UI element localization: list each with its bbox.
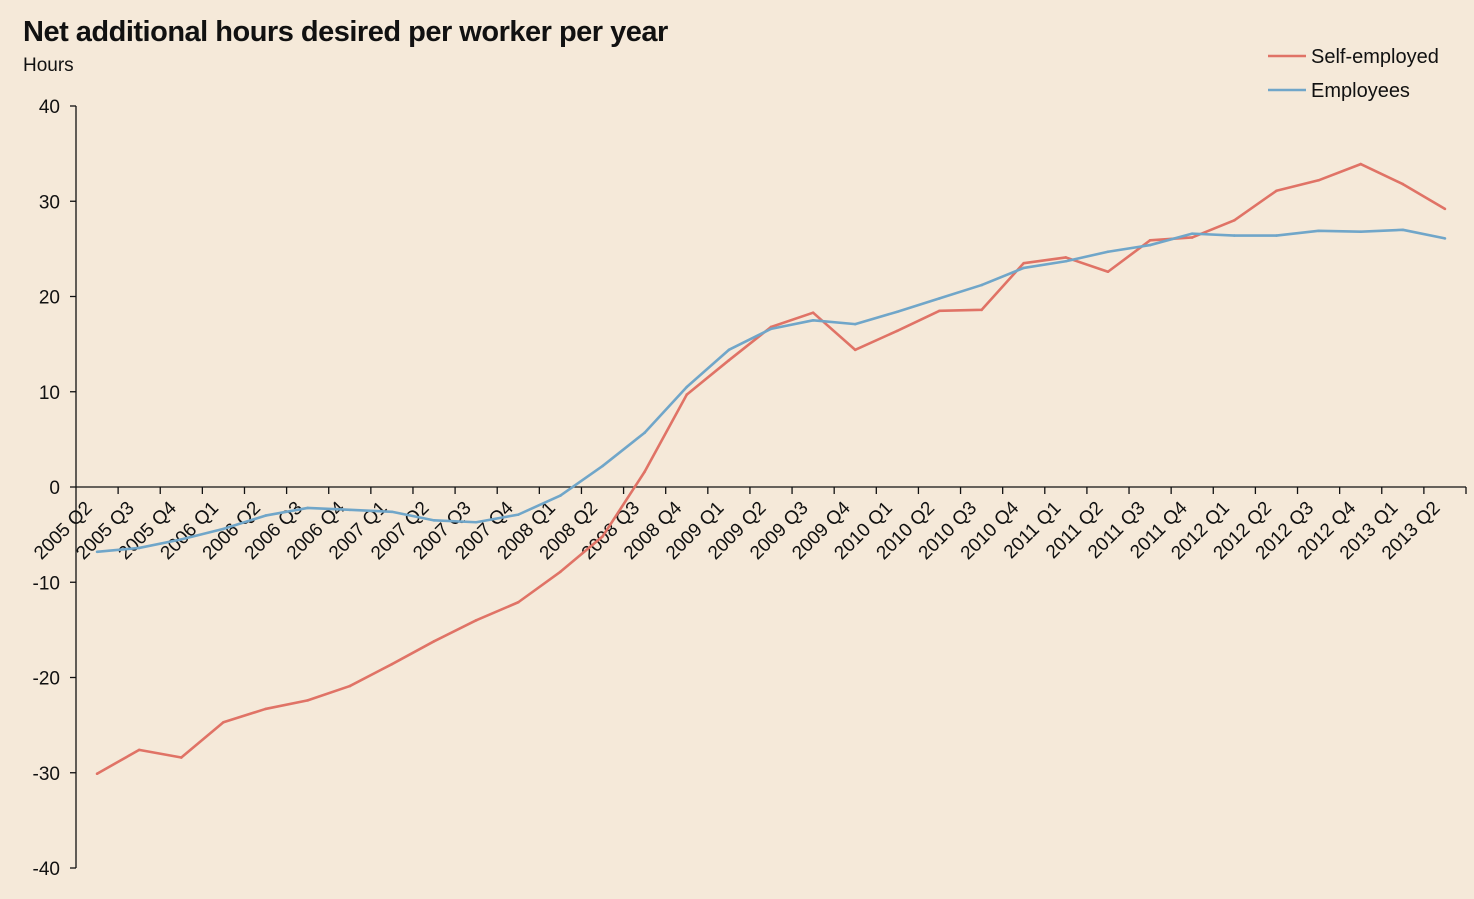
series-line-employees [96,228,1446,554]
data-point [811,311,815,314]
data-point [264,707,267,711]
y-tick-label: 30 [39,192,60,213]
data-point [1317,229,1320,233]
data-point [1148,243,1152,247]
legend-label: Employees [1311,80,1410,102]
data-point [811,319,815,322]
data-point [306,506,309,510]
data-point [769,327,773,331]
data-point [516,600,520,604]
y-tick-label: 40 [39,97,60,118]
data-point [1233,234,1236,237]
data-point [1022,266,1026,270]
data-point [559,570,562,574]
data-point [685,385,689,389]
y-tick-label: -40 [33,859,60,880]
y-tick-label: 20 [39,288,60,309]
data-point [559,494,562,497]
data-point [853,322,857,326]
data-point [727,348,731,352]
data-point [1443,237,1447,240]
data-point [432,519,436,522]
data-point [137,748,141,752]
data-point [1317,178,1320,182]
data-point [643,431,646,435]
data-point [264,514,267,517]
data-point [1401,228,1405,232]
y-tick-label: 10 [39,383,60,404]
y-tick-label: -20 [33,669,60,690]
data-point [1106,270,1110,274]
legend-label: Self-employed [1311,46,1439,68]
data-point [432,640,436,643]
data-point [137,546,141,550]
series-line-self-employed [96,162,1446,775]
data-point [1275,234,1278,237]
data-point [95,550,99,554]
data-point [348,508,352,512]
data-point [1064,256,1068,259]
data-point [601,535,604,538]
data-point [1190,232,1194,235]
data-point [1190,236,1194,239]
data-point [306,699,309,702]
chart-title: Net additional hours desired per worker … [23,16,668,48]
data-point [980,283,983,287]
data-point [1064,259,1068,263]
data-point [643,470,646,474]
data-point [1275,189,1278,193]
data-point [980,308,983,312]
data-point [95,772,99,776]
data-point [474,520,478,524]
y-axis-label: Hours [23,55,74,76]
y-tick-label: -30 [33,764,60,785]
data-point [1148,239,1152,242]
data-point [1359,230,1362,234]
data-point [222,720,225,724]
data-point [348,684,352,688]
data-point [727,359,731,362]
data-point [516,513,520,516]
data-point [180,538,183,541]
data-point [180,756,183,759]
data-point [474,619,478,622]
data-point [896,329,899,333]
data-point [601,464,604,468]
data-point [390,662,394,666]
data-point [685,393,689,396]
y-tick-label: -10 [33,573,60,594]
data-point [1401,182,1405,186]
data-point [1359,162,1362,166]
data-point [853,348,857,352]
data-point [1443,207,1447,211]
data-point [896,310,899,314]
data-point [938,297,941,300]
data-point [390,510,394,514]
data-point [222,527,225,531]
data-point [1106,250,1110,254]
data-point [938,309,941,313]
data-point [1233,219,1236,222]
data-point [1022,261,1026,265]
y-tick-label: 0 [49,478,60,499]
